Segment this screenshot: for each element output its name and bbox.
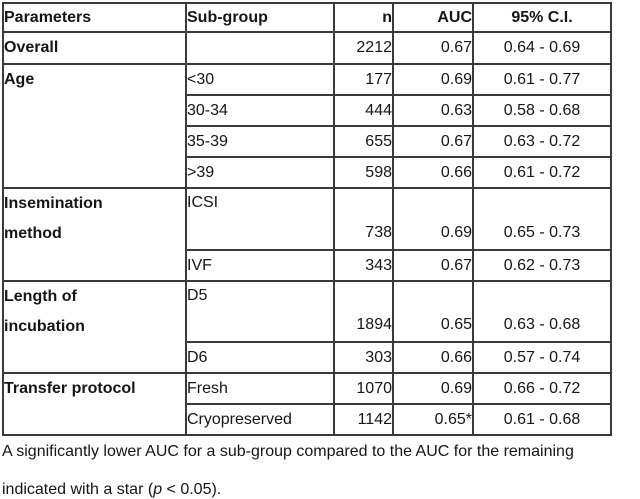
footnote-line1: A significantly lower AUC for a sub-grou…	[2, 443, 574, 460]
header-n: n	[333, 2, 394, 33]
cell-auc: 0.69	[392, 372, 474, 405]
cell-ci: 0.61 - 0.68	[472, 403, 612, 436]
table-row-d6: D6 303 0.66 0.57 - 0.74	[3, 341, 612, 374]
footnote-line2-prefix: indicated with a star (	[2, 481, 154, 498]
cell-subgroup: 35-39	[185, 125, 335, 158]
cell-auc: 0.66	[392, 341, 474, 374]
cell-ci: 0.64 - 0.69	[472, 31, 612, 65]
cell-ci: 0.63 - 0.72	[472, 125, 612, 158]
cell-ci: 0.58 - 0.68	[472, 94, 612, 127]
cell-auc: 0.67	[392, 249, 474, 282]
cell-subgroup	[185, 31, 335, 65]
header-auc: AUC	[392, 2, 474, 33]
cell-parameter: Transfer protocol	[2, 372, 187, 436]
cell-ci: 0.66 - 0.72	[472, 372, 612, 405]
cell-ci: 0.61 - 0.77	[472, 63, 612, 96]
cell-auc: 0.65*	[392, 403, 474, 436]
cell-n: 655	[333, 125, 394, 158]
table-row-age-30-34: 30-34 444 0.63 0.58 - 0.68	[3, 94, 612, 127]
cell-subgroup: 30-34	[185, 94, 335, 127]
table-row-d5: Length of incubation D5 1894 0.65 0.63 -…	[2, 280, 612, 374]
cell-ci: 0.63 - 0.68	[472, 280, 612, 343]
table-row-overall: Overall 2212 0.67 0.64 - 0.69	[2, 31, 612, 65]
cell-auc: 0.69	[392, 63, 474, 96]
footnote-line2: indicated with a star (p < 0.05).	[2, 480, 640, 499]
cell-subgroup: D6	[185, 341, 335, 374]
cell-n: 1070	[333, 372, 394, 405]
cell-parameter: Length of incubation	[2, 280, 187, 374]
table-row-ivf: IVF 343 0.67 0.62 - 0.73	[3, 249, 612, 282]
cell-ci: 0.57 - 0.74	[472, 341, 612, 374]
cell-auc: 0.66	[392, 156, 474, 189]
auc-results-table: Parameters Sub-group n AUC 95% C.I. Over…	[2, 2, 612, 436]
cell-ci: 0.62 - 0.73	[472, 249, 612, 282]
cell-n: 738	[333, 187, 394, 251]
cell-auc: 0.67	[392, 31, 474, 65]
cell-n: 1142	[333, 403, 394, 436]
cell-n: 598	[333, 156, 394, 189]
cell-n: 1894	[333, 280, 394, 343]
cell-ci: 0.65 - 0.73	[472, 187, 612, 251]
cell-n: 303	[333, 341, 394, 374]
table-header-row: Parameters Sub-group n AUC 95% C.I.	[2, 2, 612, 33]
cell-subgroup: Fresh	[185, 372, 335, 405]
table-row-age-gt39: >39 598 0.66 0.61 - 0.72	[3, 156, 612, 189]
footnote-line2-suffix: < 0.05).	[162, 481, 222, 498]
cell-auc: 0.67	[392, 125, 474, 158]
cell-n: 343	[333, 249, 394, 282]
cell-parameter: Overall	[2, 31, 187, 65]
cell-subgroup: IVF	[185, 249, 335, 282]
table-footnote: A significantly lower AUC for a sub-grou…	[2, 442, 640, 499]
cell-parameter: Insemination method	[2, 187, 187, 282]
cell-n: 2212	[333, 31, 394, 65]
cell-subgroup: ICSI	[185, 187, 335, 251]
cell-n: 177	[333, 63, 394, 96]
cell-subgroup: Cryopreserved	[185, 403, 335, 436]
cell-subgroup: D5	[185, 280, 335, 343]
table-row-cryopreserved: Cryopreserved 1142 0.65* 0.61 - 0.68	[3, 403, 612, 436]
p-value-symbol: p	[153, 481, 163, 498]
cell-auc: 0.69	[392, 187, 474, 251]
header-parameters: Parameters	[2, 2, 187, 33]
table-row-fresh: Transfer protocol Fresh 1070 0.69 0.66 -…	[2, 372, 612, 436]
cell-subgroup: >39	[185, 156, 335, 189]
cell-auc: 0.63	[392, 94, 474, 127]
table-row-icsi: Insemination method ICSI 738 0.69 0.65 -…	[2, 187, 612, 282]
header-ci: 95% C.I.	[472, 2, 612, 33]
cell-n: 444	[333, 94, 394, 127]
header-sub-group: Sub-group	[185, 2, 335, 33]
cell-auc: 0.65	[392, 280, 474, 343]
table-row-age-35-39: 35-39 655 0.67 0.63 - 0.72	[3, 125, 612, 158]
cell-ci: 0.61 - 0.72	[472, 156, 612, 189]
cell-subgroup: <30	[185, 63, 335, 96]
table-row-age-lt30: Age <30 177 0.69 0.61 - 0.77	[2, 63, 612, 189]
cell-parameter: Age	[2, 63, 187, 189]
